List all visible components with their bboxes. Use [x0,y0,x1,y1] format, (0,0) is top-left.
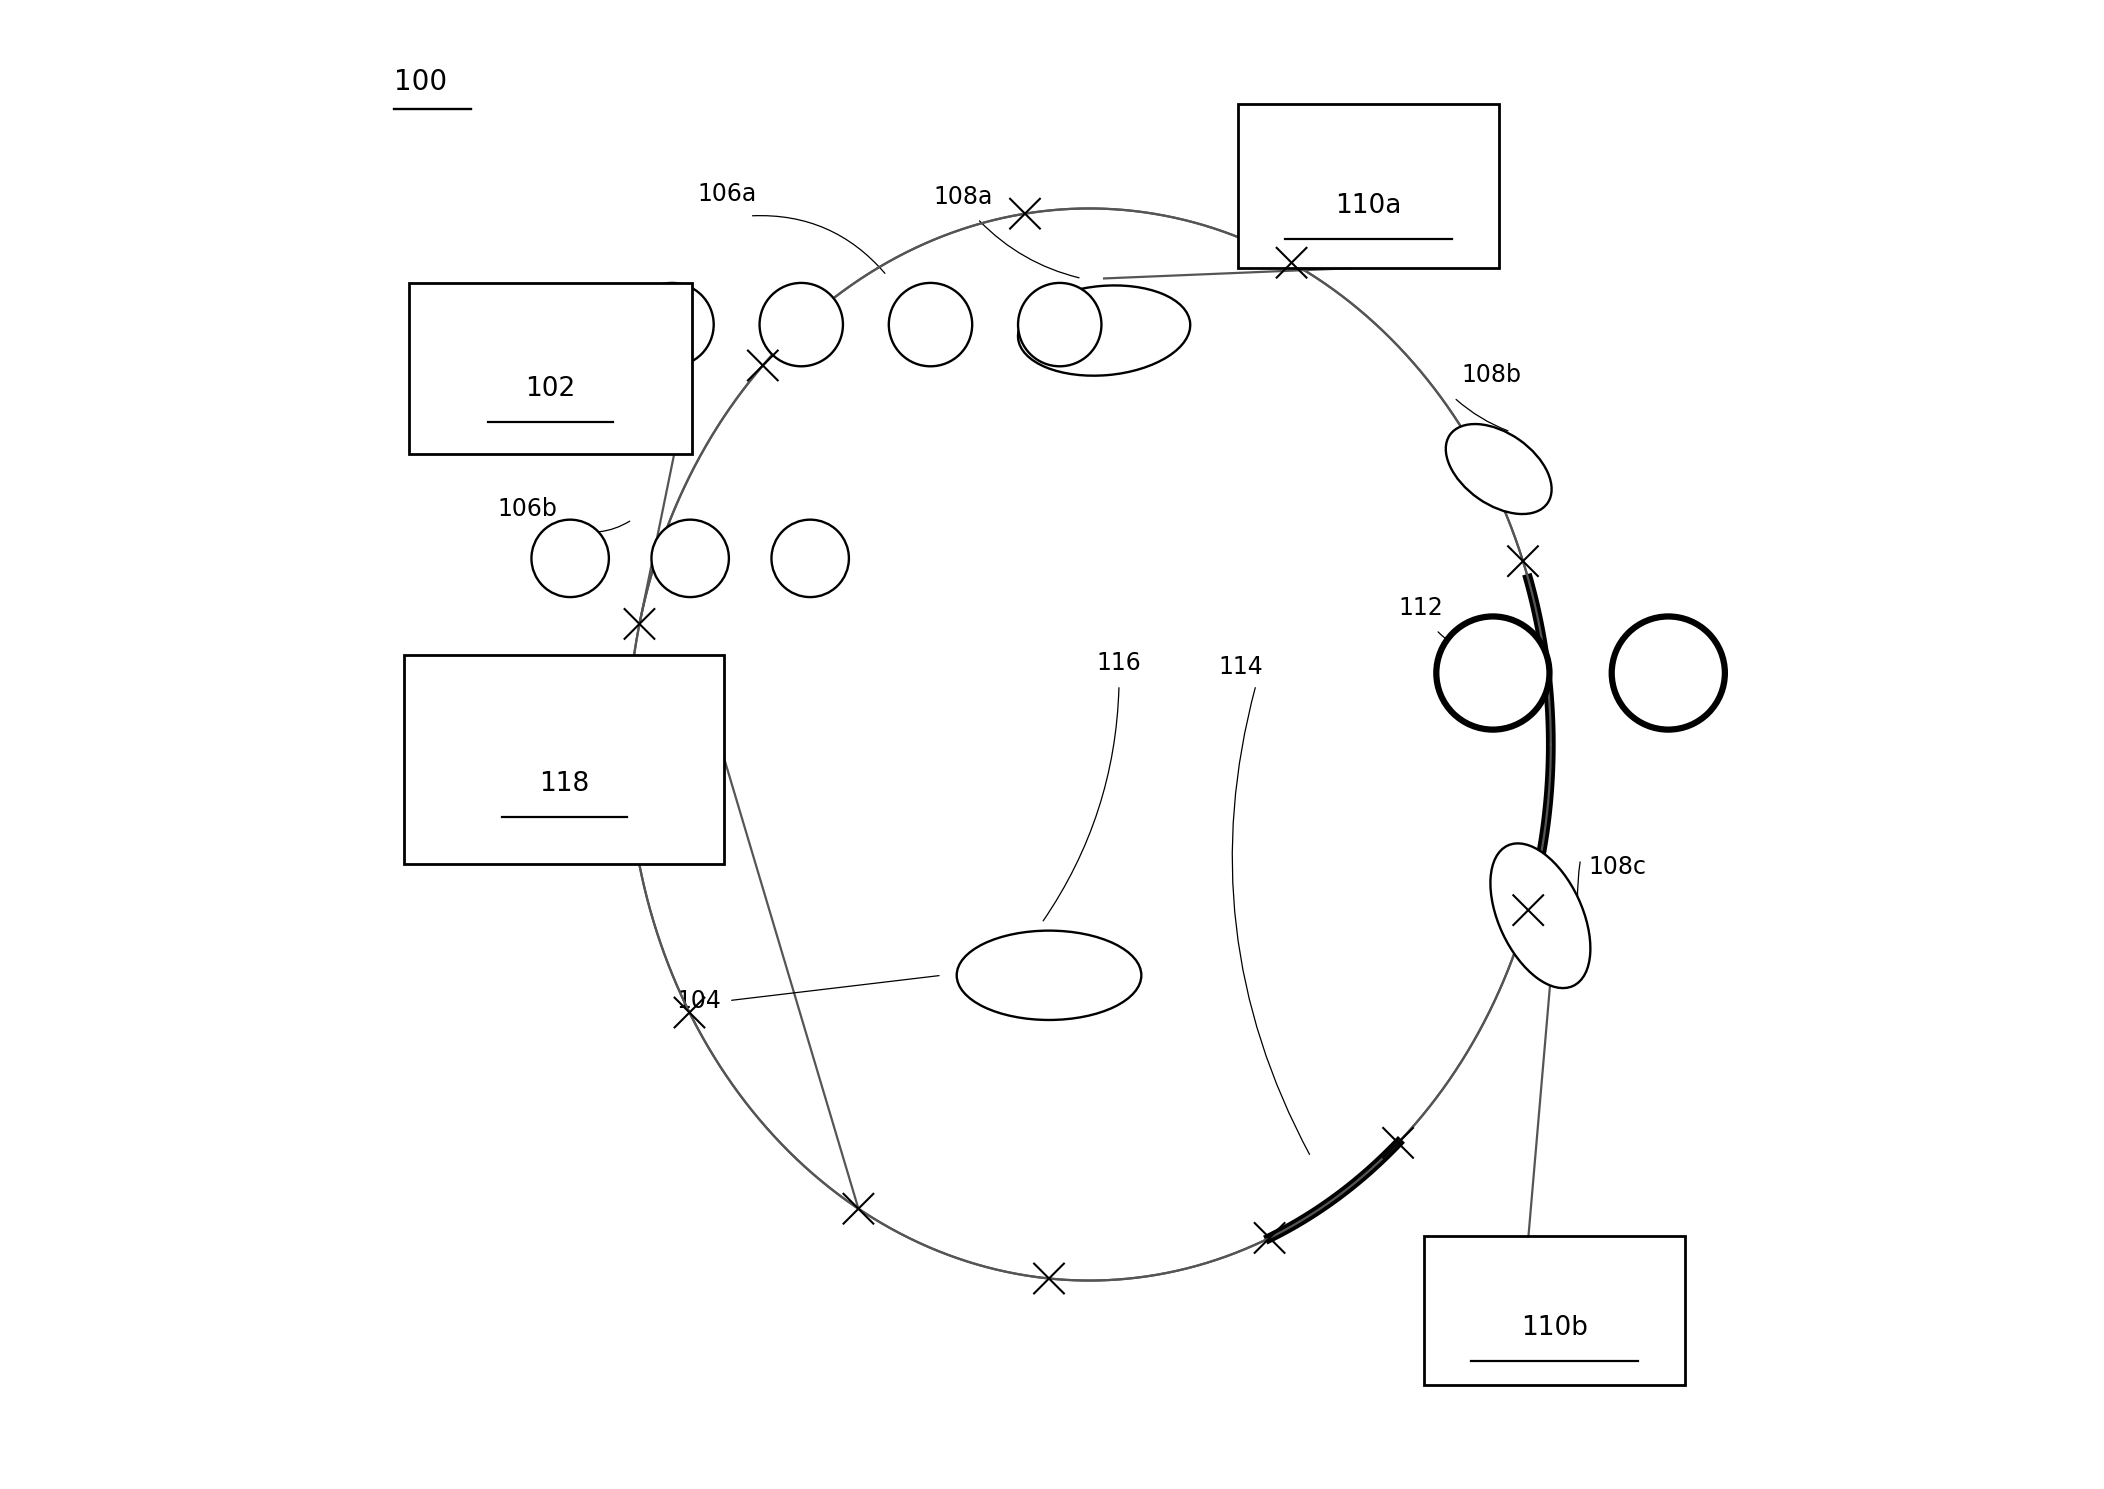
Text: 102: 102 [526,377,574,402]
Text: 116: 116 [1096,651,1140,675]
Text: 108a: 108a [932,185,993,208]
Ellipse shape [1018,286,1191,375]
Text: 114: 114 [1218,655,1265,679]
Ellipse shape [1490,843,1591,989]
Text: 106a: 106a [699,182,757,205]
Text: 108b: 108b [1462,363,1521,387]
Text: 118: 118 [539,771,589,798]
Ellipse shape [957,931,1140,1020]
Circle shape [1437,616,1549,730]
Circle shape [772,520,848,597]
Text: 106b: 106b [499,497,558,521]
Circle shape [888,283,972,366]
Text: 110a: 110a [1336,192,1401,219]
Text: 110b: 110b [1521,1315,1589,1342]
Ellipse shape [1445,424,1551,514]
Circle shape [1018,283,1100,366]
Bar [408,283,692,454]
Text: 108c: 108c [1589,855,1645,879]
Bar [404,655,724,864]
Bar [1237,104,1498,268]
Circle shape [532,520,608,597]
Text: 100: 100 [393,68,446,95]
Circle shape [1612,616,1725,730]
Circle shape [652,520,728,597]
Bar [1424,1236,1685,1385]
Circle shape [631,283,713,366]
Text: 112: 112 [1399,596,1443,619]
Circle shape [760,283,844,366]
Text: 104: 104 [677,989,722,1013]
